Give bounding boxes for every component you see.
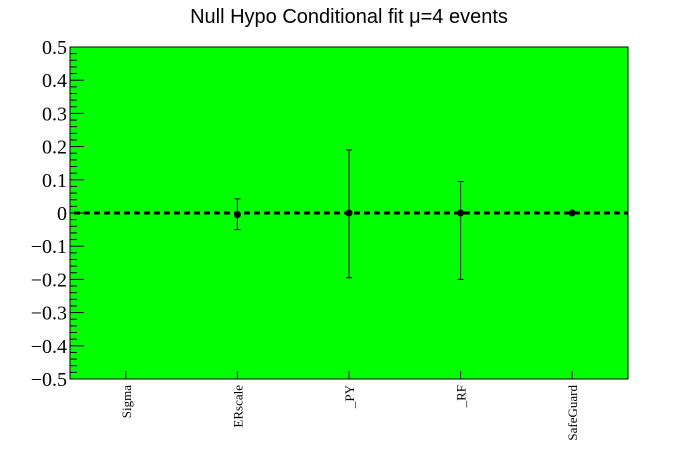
x-tick-label: _PY [342,384,357,409]
x-tick-label: Sigma [119,385,134,418]
x-tick-label: ERscale [230,385,245,428]
data-point [568,209,576,217]
chart-title: Null Hypo Conditional fit μ=4 events [190,6,508,28]
y-tick-label: −0.1 [31,236,67,258]
y-tick-label: −0.2 [31,269,67,291]
y-tick-label: 0.3 [42,103,67,125]
y-tick-label: 0.5 [42,37,67,59]
y-tick-label: 0.4 [42,70,67,92]
x-tick-label: SafeGuard [565,385,580,441]
data-points [233,149,576,280]
x-axis: Sigma ERscale _PY _RF SafeGuard [119,371,580,441]
data-point [233,211,241,219]
y-tick-label: −0.3 [31,303,67,325]
y-tick-label: 0 [57,203,67,225]
x-tick-label: _RF [454,385,469,408]
data-point [345,209,353,217]
y-tick-label: 0.1 [42,170,67,192]
y-axis: 0.5 0.4 0.3 0.2 0.1 0 −0.1 −0.2 −0.3 −0.4 −0.5 [31,37,84,391]
y-tick-label: 0.2 [42,137,67,159]
y-tick-label: −0.5 [31,369,67,391]
y-tick-label: −0.4 [31,336,67,358]
data-point [457,209,465,217]
